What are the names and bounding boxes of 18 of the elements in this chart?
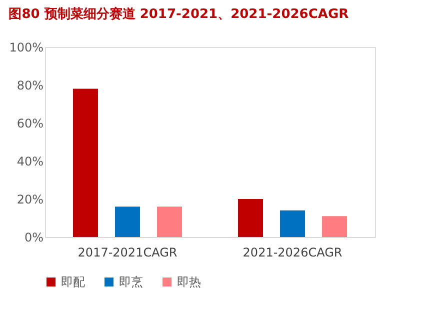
legend-label: 即热 [177,275,201,289]
x-tick-label: 2021-2026CAGR [242,246,342,260]
y-tick-label: 80% [16,78,44,92]
y-tick-label: 60% [16,116,44,130]
legend-label: 即烹 [119,275,143,289]
chart-title: 图80 预制菜细分赛道 2017-2021、2021-2026CAGR [8,6,349,22]
bar [115,206,140,237]
bar [280,210,305,237]
y-tick-label: 100% [9,40,44,54]
y-tick-label: 40% [16,154,44,168]
y-tick-label: 20% [16,192,44,206]
x-tick-label: 2017-2021CAGR [78,246,178,260]
bar [157,206,182,237]
y-tick-label: 0% [24,230,44,244]
bar [238,199,263,237]
bar [322,216,347,237]
bar [73,88,98,237]
legend-label: 即配 [61,275,85,289]
